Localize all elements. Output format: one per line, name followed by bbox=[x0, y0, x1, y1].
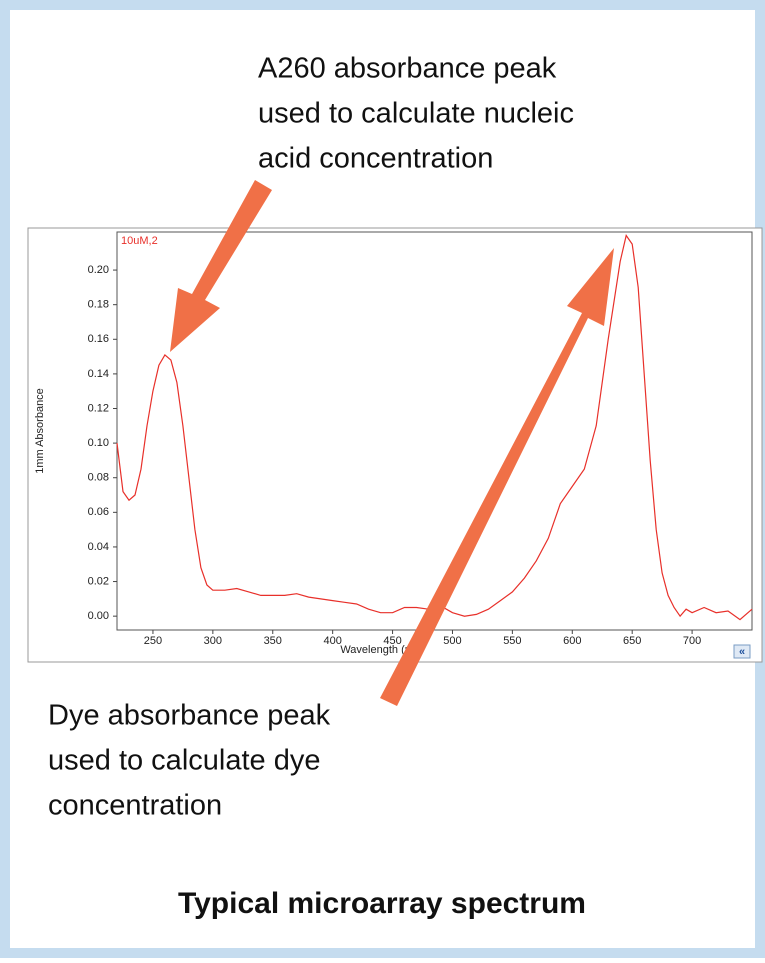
y-tick-label: 0.18 bbox=[88, 299, 109, 311]
y-tick-label: 0.06 bbox=[88, 506, 109, 518]
y-tick-label: 0.14 bbox=[88, 368, 109, 380]
x-tick-label: 600 bbox=[563, 635, 581, 647]
annotation: concentration bbox=[48, 790, 222, 822]
chart-title: Typical microarray spectrum bbox=[178, 887, 586, 920]
annotation: A260 absorbance peak bbox=[258, 53, 557, 85]
x-tick-label: 550 bbox=[503, 635, 521, 647]
annotation: acid concentration bbox=[258, 143, 493, 175]
y-axis-label: 1mm Absorbance bbox=[34, 388, 46, 474]
collapse-button[interactable] bbox=[733, 644, 751, 659]
y-tick-label: 0.12 bbox=[88, 402, 109, 414]
x-axis-label: Wavelength (nm) bbox=[340, 644, 423, 656]
y-tick-label: 0.10 bbox=[88, 437, 109, 449]
y-tick-label: 0.00 bbox=[88, 610, 109, 622]
x-tick-label: 250 bbox=[144, 635, 162, 647]
arrow bbox=[380, 248, 614, 706]
arrow bbox=[170, 180, 272, 352]
y-tick-label: 0.04 bbox=[88, 541, 109, 553]
annotation: used to calculate dye bbox=[48, 745, 320, 777]
collapse-icon: « bbox=[739, 646, 745, 658]
series-label: 10uM,2 bbox=[121, 235, 158, 247]
annotation: used to calculate nucleic bbox=[258, 98, 574, 130]
y-tick-label: 0.08 bbox=[88, 472, 109, 484]
x-tick-label: 400 bbox=[323, 635, 341, 647]
spectrum-line bbox=[116, 234, 753, 621]
annotations: A260 absorbance peak used to calculate nu… bbox=[48, 53, 574, 822]
x-tick-label: 350 bbox=[264, 635, 282, 647]
plot-area bbox=[116, 231, 753, 631]
x-tick-label: 500 bbox=[443, 635, 461, 647]
x-tick-label: 300 bbox=[204, 635, 222, 647]
annotation: Dye absorbance peak bbox=[48, 700, 331, 732]
x-tick-label: 650 bbox=[623, 635, 641, 647]
y-tick-label: 0.16 bbox=[88, 333, 109, 345]
plot: 0.00 0.02 0.04 0.06 0.08 0.10 0.12 0.14 0.16 0.18… bbox=[88, 234, 753, 647]
y-tick-label: 0.02 bbox=[88, 575, 109, 587]
y-tick-label: 0.20 bbox=[88, 264, 109, 276]
x-tick-label: 450 bbox=[383, 635, 401, 647]
x-tick-label: 700 bbox=[683, 635, 701, 647]
